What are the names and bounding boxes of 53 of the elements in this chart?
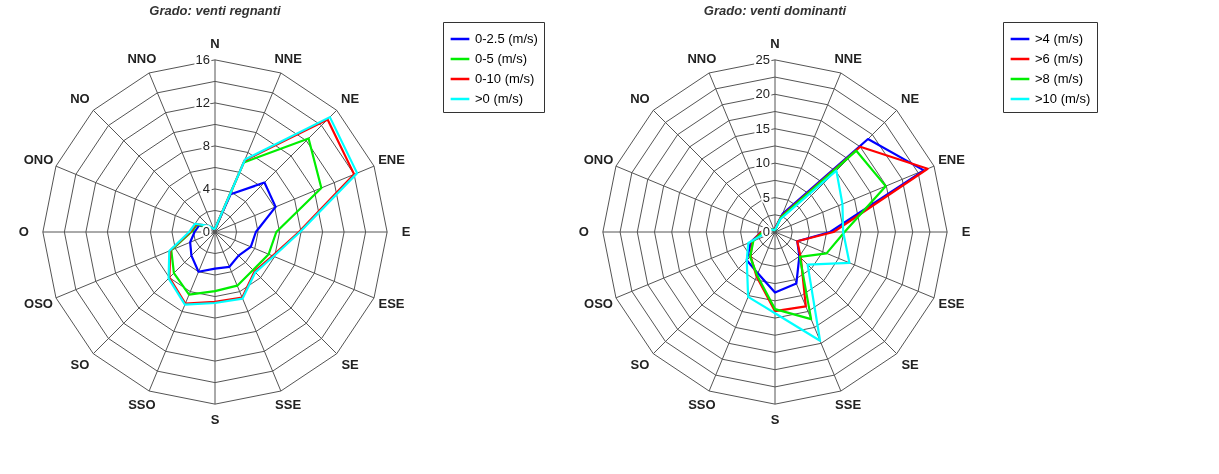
spoke-label: NO bbox=[630, 91, 650, 107]
y-tick-label: 16 bbox=[195, 51, 210, 67]
spoke-label: N bbox=[770, 36, 780, 52]
spoke-label: ENE bbox=[938, 152, 966, 168]
spoke-label: N bbox=[210, 36, 220, 52]
y-tick-label: 4 bbox=[202, 180, 210, 196]
spoke-label: NE bbox=[901, 91, 920, 107]
spoke-label: SO bbox=[630, 356, 650, 372]
spoke-label: O bbox=[578, 224, 589, 239]
legend-label: >8 (m/s) bbox=[1035, 71, 1084, 86]
legend-label: >0 (m/s) bbox=[475, 91, 524, 106]
legend-label: 0-2.5 (m/s) bbox=[475, 31, 538, 46]
spoke-label: ESE bbox=[378, 295, 405, 311]
y-tick-label: 15 bbox=[755, 120, 770, 136]
spoke-label: SSO bbox=[688, 397, 716, 413]
legend-label: 0-10 (m/s) bbox=[475, 71, 535, 86]
y-tick-label: 20 bbox=[755, 86, 770, 102]
spoke-label: NO bbox=[70, 91, 90, 107]
y-tick-label: 25 bbox=[755, 51, 770, 67]
y-tick-label: 0 bbox=[762, 224, 770, 239]
legend-label: >6 (m/s) bbox=[1035, 51, 1084, 66]
spoke-label: NE bbox=[341, 91, 360, 107]
spoke-label: SE bbox=[341, 356, 360, 372]
spoke-label: E bbox=[401, 224, 411, 239]
spoke-label: SE bbox=[901, 356, 920, 372]
spoke-label: NNE bbox=[834, 50, 863, 66]
spoke-label: SSE bbox=[275, 397, 302, 413]
legend-label: >10 (m/s) bbox=[1035, 91, 1091, 106]
spoke-label: S bbox=[770, 411, 780, 427]
spoke-label: NNE bbox=[274, 50, 303, 66]
y-tick-label: 0 bbox=[202, 224, 210, 239]
spoke-label: ONO bbox=[583, 152, 614, 168]
spoke-label: SO bbox=[70, 356, 90, 372]
spoke-label: ENE bbox=[378, 152, 406, 168]
spoke-label: O bbox=[18, 224, 29, 239]
legend-label: >4 (m/s) bbox=[1035, 31, 1084, 46]
spoke-label: OSO bbox=[24, 295, 53, 311]
legend-label: 0-5 (m/s) bbox=[475, 51, 527, 66]
y-tick-label: 12 bbox=[195, 94, 210, 110]
chart-title: Grado: venti regnanti bbox=[149, 2, 282, 18]
y-tick-label: 10 bbox=[755, 155, 770, 171]
spoke-label: SSE bbox=[835, 397, 862, 413]
spoke-label: SSO bbox=[128, 397, 156, 413]
chart-title: Grado: venti dominanti bbox=[703, 2, 847, 18]
spoke-label: NNO bbox=[687, 50, 717, 66]
spoke-label: ONO bbox=[23, 152, 54, 168]
spoke-label: S bbox=[210, 411, 220, 427]
spoke-label: ESE bbox=[938, 295, 965, 311]
y-tick-label: 5 bbox=[762, 189, 770, 205]
spoke-label: NNO bbox=[127, 50, 157, 66]
spoke-label: OSO bbox=[584, 295, 613, 311]
spoke-label: E bbox=[961, 224, 971, 239]
y-tick-label: 8 bbox=[202, 137, 210, 153]
